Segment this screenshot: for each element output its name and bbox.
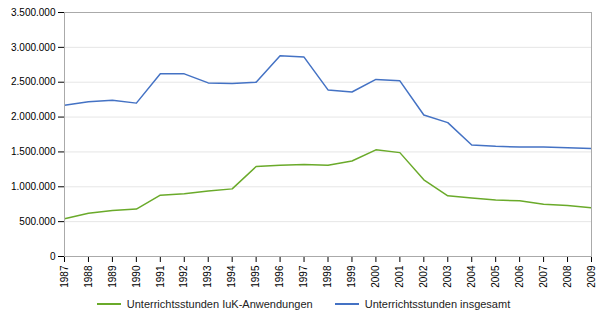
svg-text:1995: 1995 (250, 265, 261, 288)
svg-text:500.000: 500.000 (19, 216, 56, 227)
svg-text:2.000.000: 2.000.000 (11, 111, 56, 122)
svg-text:2005: 2005 (490, 265, 501, 288)
svg-text:2009: 2009 (586, 265, 597, 288)
svg-text:1987: 1987 (59, 265, 70, 288)
svg-text:2001: 2001 (394, 265, 405, 288)
svg-text:1999: 1999 (346, 265, 357, 288)
svg-text:0: 0 (50, 251, 56, 262)
html-text:Unterrichtsstunden IuK-Anwendu: Unterrichtsstunden IuK-Anwendungen (126, 298, 313, 310)
svg-text:1993: 1993 (202, 265, 213, 288)
svg-text:3.000.000: 3.000.000 (11, 42, 56, 53)
svg-text:1996: 1996 (274, 265, 285, 288)
svg-text:1.000.000: 1.000.000 (11, 181, 56, 192)
svg-text:2004: 2004 (466, 265, 477, 288)
html-text:Unterrichtsstunden insgesamt: Unterrichtsstunden insgesamt (364, 298, 511, 310)
svg-text:1997: 1997 (298, 265, 309, 288)
svg-text:2002: 2002 (418, 265, 429, 288)
svg-text:2003: 2003 (442, 265, 453, 288)
svg-text:1990: 1990 (131, 265, 142, 288)
svg-text:1994: 1994 (226, 265, 237, 288)
svg-text:1.500.000: 1.500.000 (11, 146, 56, 157)
svg-text:2007: 2007 (538, 265, 549, 288)
svg-text:1988: 1988 (83, 265, 94, 288)
svg-text:1989: 1989 (107, 265, 118, 288)
svg-text:2000: 2000 (370, 265, 381, 288)
svg-text:2008: 2008 (562, 265, 573, 288)
svg-text:1991: 1991 (155, 265, 166, 288)
svg-text:3.500.000: 3.500.000 (11, 7, 56, 18)
svg-text:2006: 2006 (514, 265, 525, 288)
svg-text:2.500.000: 2.500.000 (11, 76, 56, 87)
svg-text:1998: 1998 (322, 265, 333, 288)
svg-text:1992: 1992 (178, 265, 189, 288)
